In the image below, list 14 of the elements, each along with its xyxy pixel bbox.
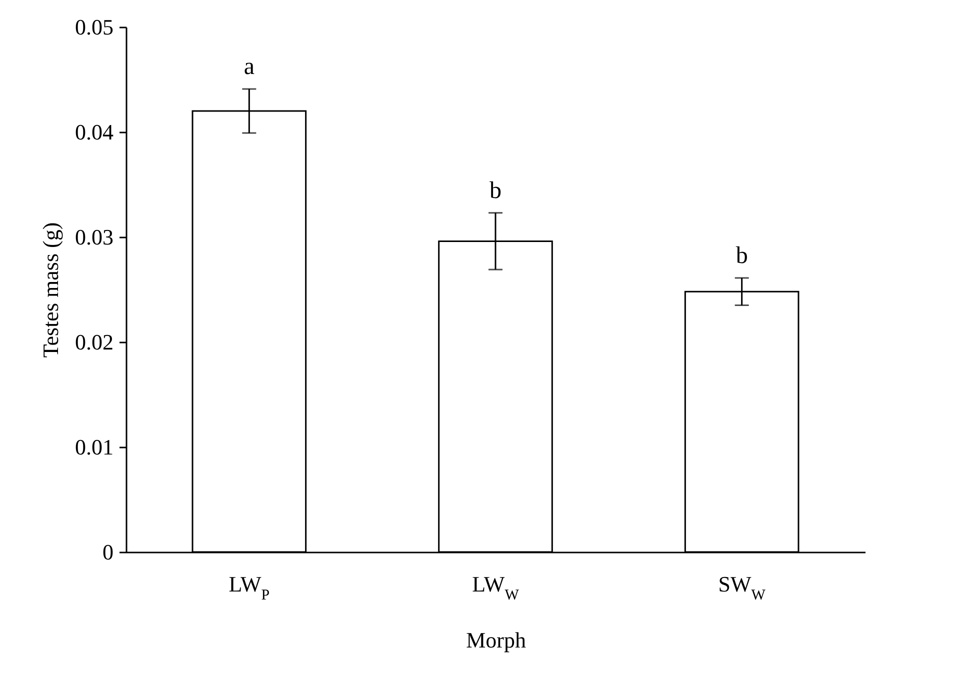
annotation: a <box>244 54 255 80</box>
x-tick-label: SW$_{W}$ <box>718 572 766 604</box>
y-tick-label: 0 <box>102 540 114 564</box>
y-axis-title: Testes mass (g) <box>38 222 63 358</box>
annotation: b <box>736 242 748 269</box>
y-tick-label: 0.01 <box>75 434 114 460</box>
annotation: b <box>490 178 502 204</box>
y-tick-label: 0.02 <box>75 330 114 354</box>
x-axis-title: Morph <box>466 628 526 652</box>
x-tick-label: LW$_{W}$ <box>472 572 520 604</box>
x-tick-label: LW$_{P}$ <box>228 572 270 604</box>
y-tick-label: 0.05 <box>75 14 114 40</box>
y-tick-label: 0.03 <box>75 224 114 250</box>
y-tick-label: 0.04 <box>75 120 114 144</box>
